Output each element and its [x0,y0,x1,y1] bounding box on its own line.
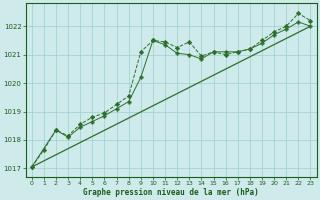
X-axis label: Graphe pression niveau de la mer (hPa): Graphe pression niveau de la mer (hPa) [83,188,259,197]
